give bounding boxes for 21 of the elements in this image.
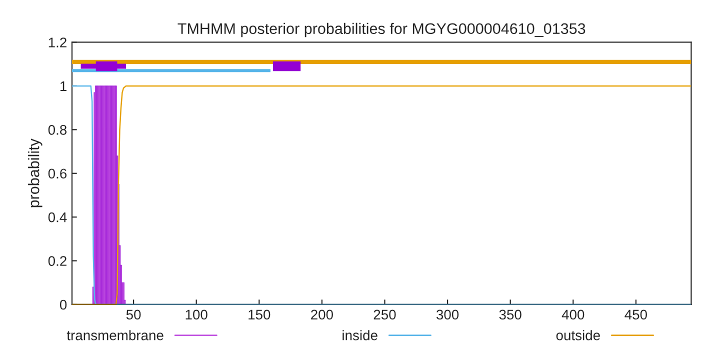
y-tick-label: 0.4 bbox=[48, 212, 67, 222]
x-tick-label: 100 bbox=[186, 310, 208, 320]
x-tick-label: 400 bbox=[562, 310, 584, 320]
x-tick-label: 150 bbox=[248, 310, 270, 320]
x-tick-label: 200 bbox=[311, 310, 333, 320]
x-tick-label: 50 bbox=[126, 310, 141, 320]
y-tick-label: 0.2 bbox=[48, 256, 66, 266]
y-tick-label: 0 bbox=[60, 300, 67, 310]
legend-label: transmembrane bbox=[66, 330, 164, 340]
chart-title: TMHMM posterior probabilities for MGYG000004610_01353 bbox=[178, 22, 586, 38]
y-tick-label: 0.8 bbox=[48, 124, 67, 135]
x-tick-label: 300 bbox=[436, 310, 459, 320]
y-tick-label: 1.2 bbox=[48, 38, 66, 48]
legend-label: inside bbox=[342, 330, 378, 340]
x-tick-label: 450 bbox=[624, 310, 647, 320]
legend-label: outside bbox=[556, 330, 600, 340]
y-axis-title: probability bbox=[28, 138, 42, 208]
y-tick-label: 0.6 bbox=[48, 168, 67, 179]
x-tick-label: 350 bbox=[499, 310, 522, 320]
x-tick-label: 250 bbox=[374, 310, 396, 320]
y-tick-label: 1 bbox=[60, 81, 66, 91]
